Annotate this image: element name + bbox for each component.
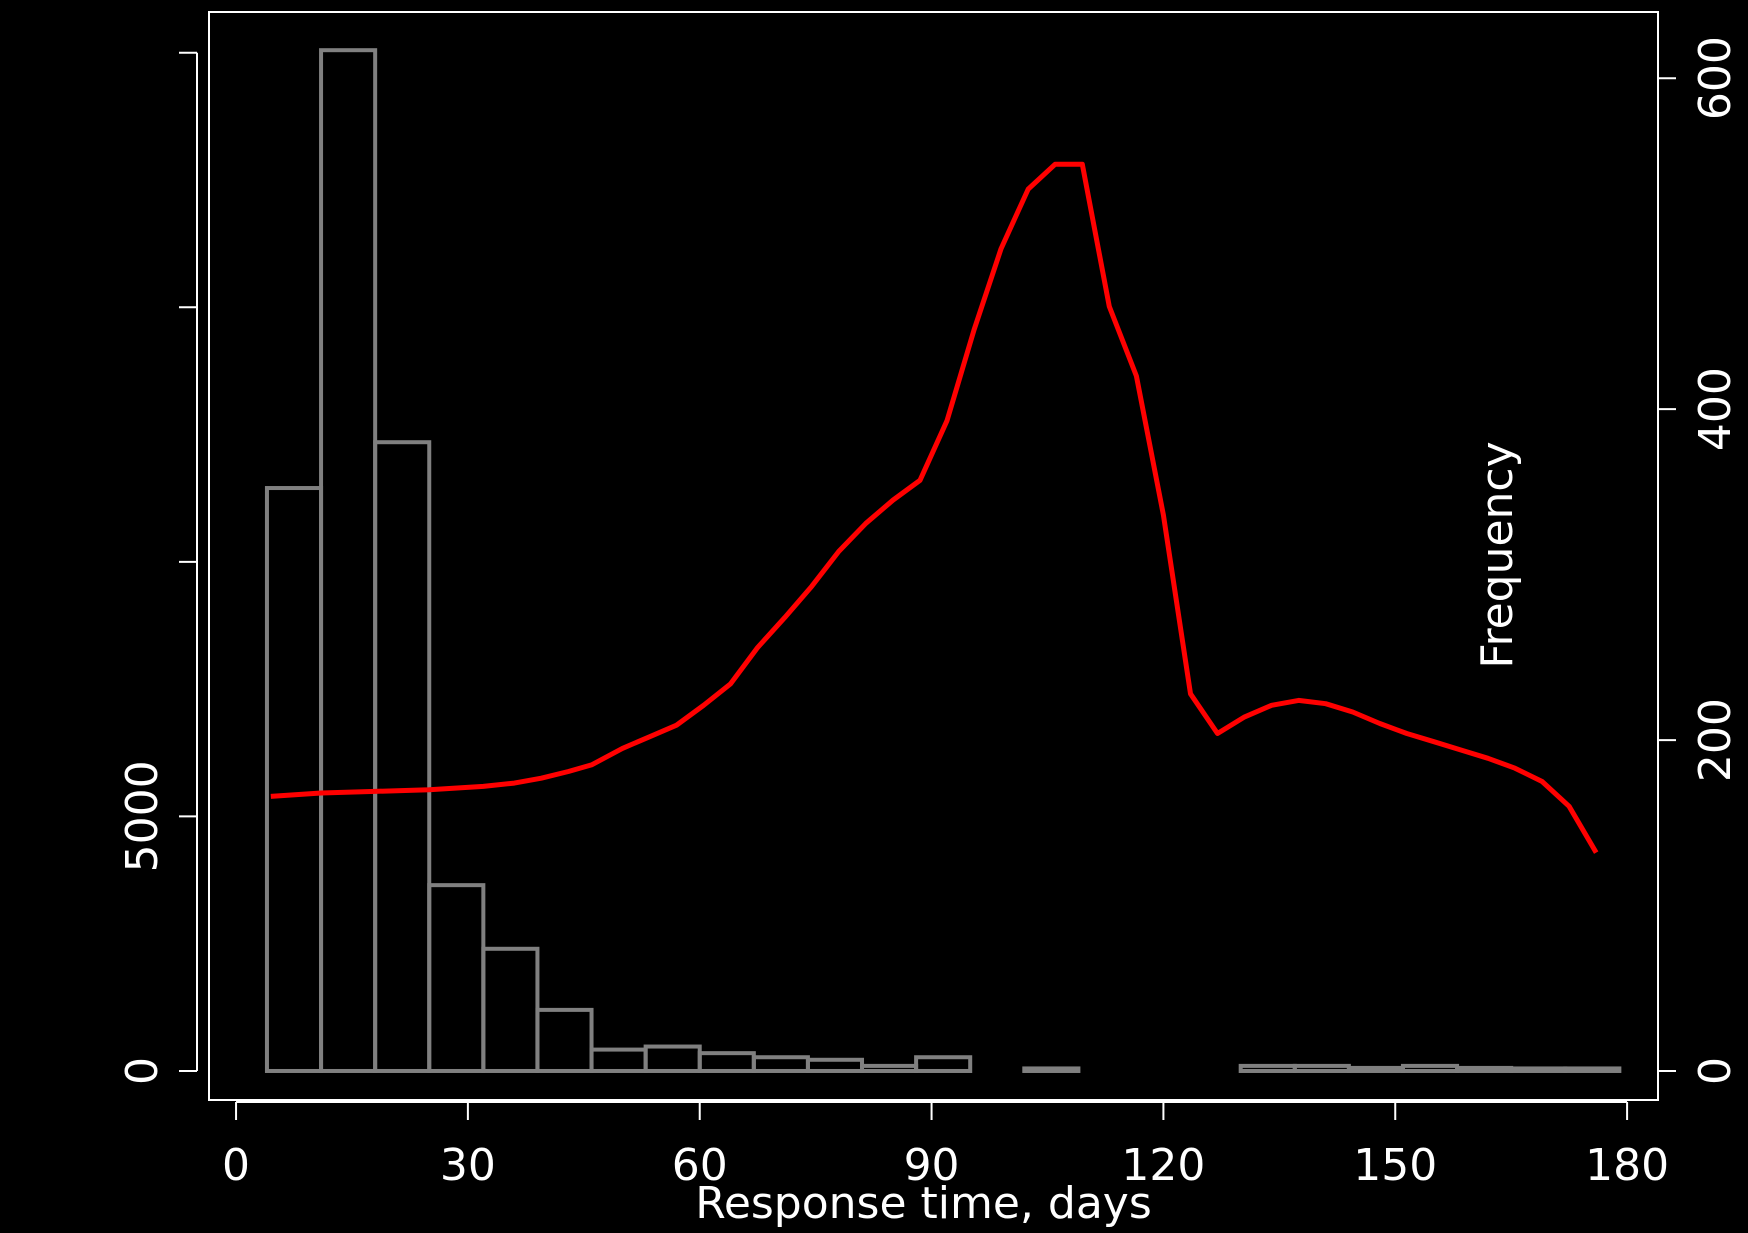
right-tick-label: 600 (1690, 36, 1741, 120)
histogram-bar (1563, 1066, 1622, 1073)
x-tick-label: 120 (1121, 1140, 1205, 1191)
x-tick-label: 180 (1585, 1140, 1669, 1191)
left-tick-label: 5000 (117, 760, 168, 872)
histogram-bar (535, 1007, 594, 1073)
x-axis-label: Response time, days (695, 1178, 1152, 1229)
x-tick-label: 0 (222, 1140, 250, 1191)
histogram-bar (914, 1055, 973, 1073)
right-tick-label: 200 (1690, 698, 1741, 782)
frequency-line (270, 161, 1599, 854)
x-axis: 0 30 60 90 120 150 180 (222, 1101, 1669, 1191)
right-tick-label: 0 (1690, 1057, 1741, 1085)
x-tick-label: 90 (904, 1140, 960, 1191)
right-axis-label: Frequency (1472, 441, 1523, 668)
histogram-bars (264, 48, 1622, 1073)
histogram-bar (1022, 1066, 1081, 1073)
histogram-bar (1509, 1066, 1568, 1073)
histogram-bar (1346, 1065, 1405, 1073)
left-y-axis: 0 5000 (117, 51, 198, 1085)
histogram-bar (373, 440, 432, 1073)
x-tick-label: 150 (1353, 1140, 1437, 1191)
histogram-bar (1455, 1065, 1514, 1073)
right-tick-label: 400 (1690, 367, 1741, 451)
right-y-axis: 0 200 400 600 (1657, 36, 1741, 1085)
x-tick-label: 60 (672, 1140, 728, 1191)
left-tick-label: 0 (117, 1057, 168, 1085)
x-tick-label: 30 (440, 1140, 496, 1191)
